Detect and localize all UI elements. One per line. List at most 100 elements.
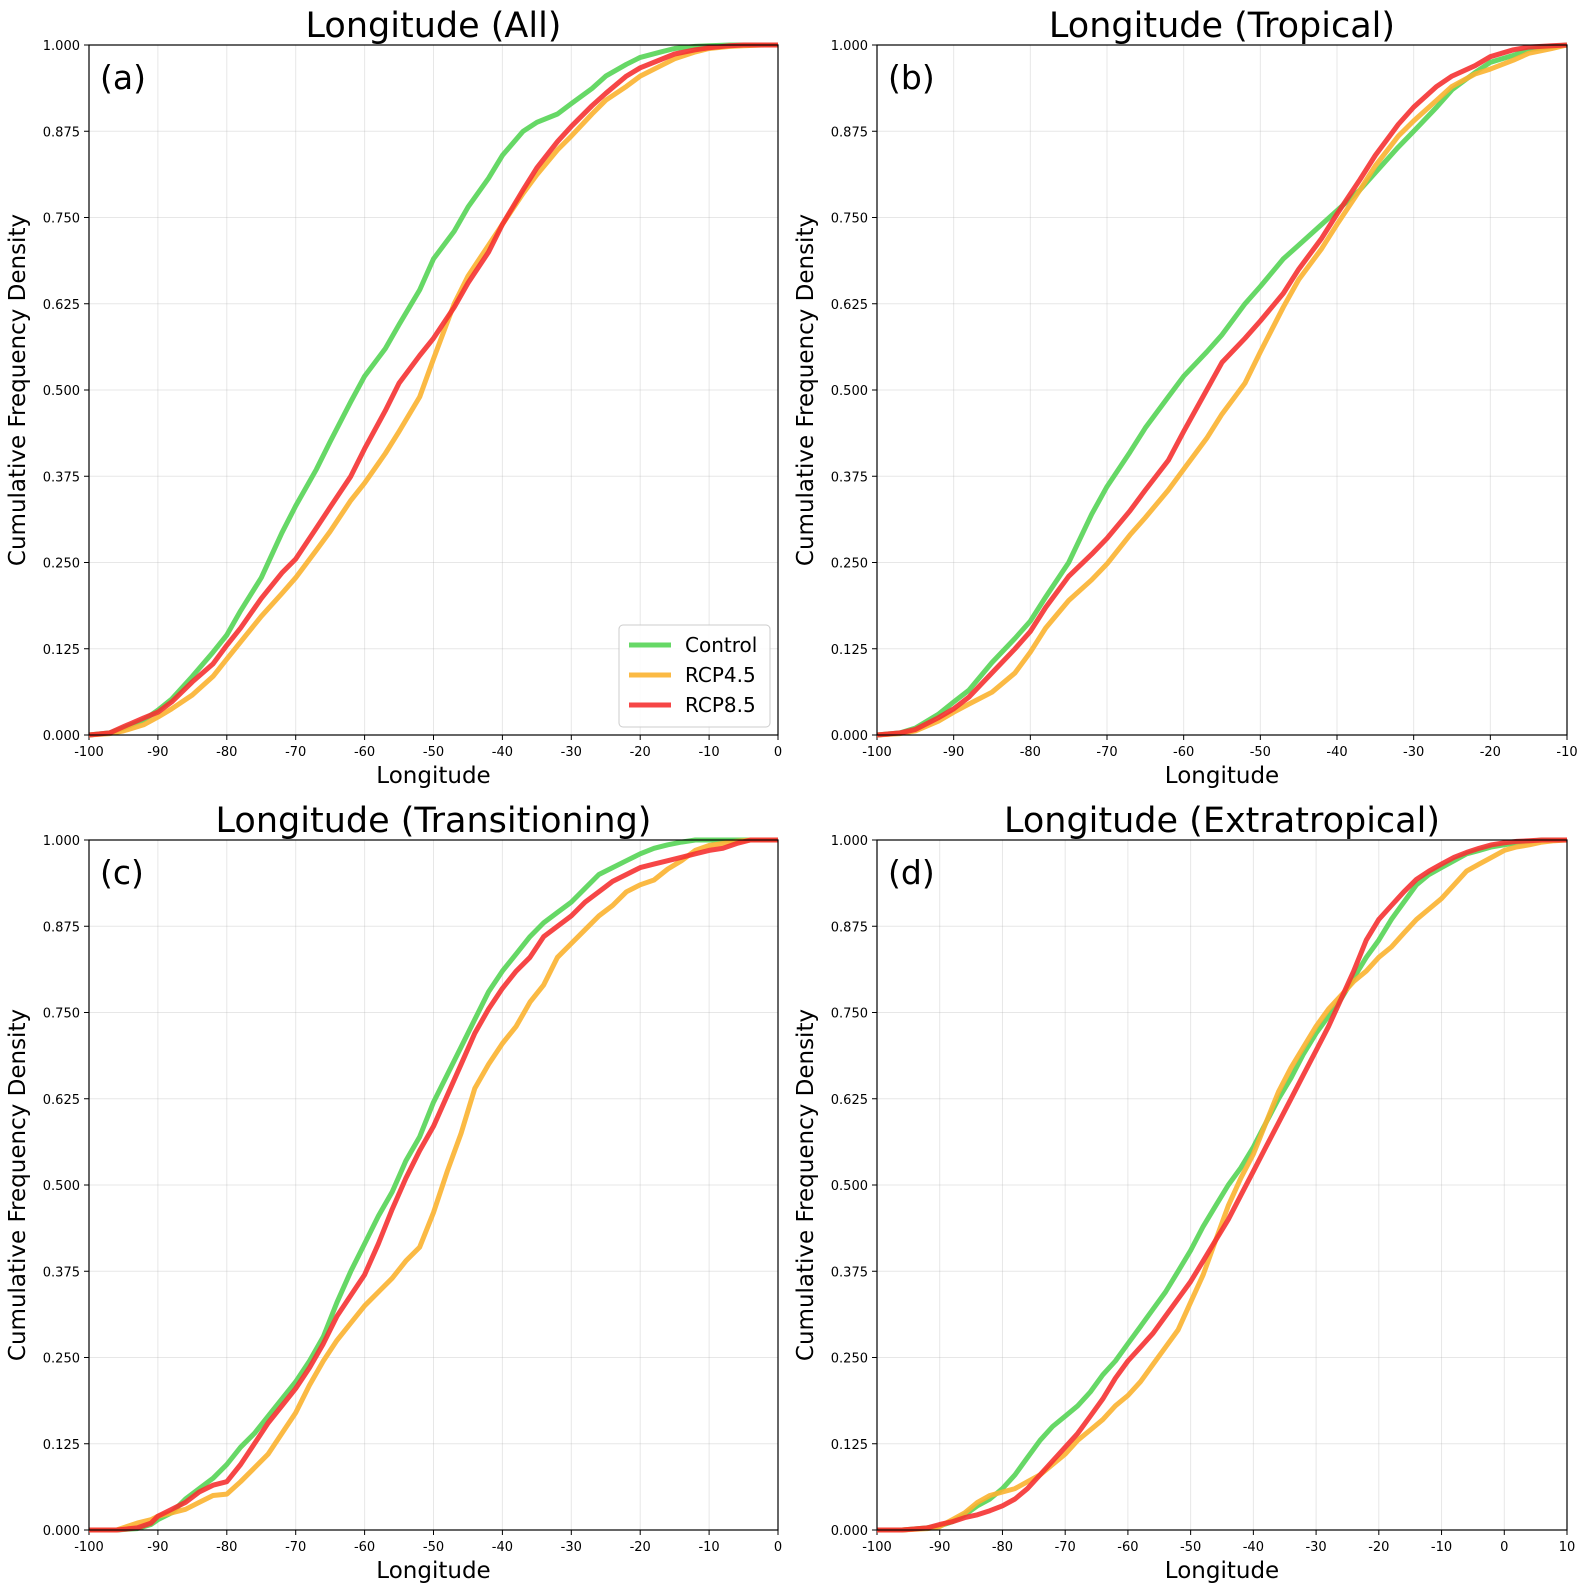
chart-panel-4: -100 -90 -80 -70 -60 -50 -40 -30 -20 -10 0 100.0000…	[793, 801, 1575, 1584]
plot-frame	[876, 839, 1568, 1531]
series-line-control	[877, 837, 1567, 1533]
chart-panel-3: -100 -90 -80 -70 -60 -50 -40 -30 -20 -10 00.0000.1…	[5, 801, 782, 1584]
x-tick-label: -100	[862, 1540, 892, 1555]
y-axis-label: Cumulative Frequency Density	[5, 214, 31, 566]
x-tick-label: -30	[1403, 745, 1424, 760]
y-tick-label: 0.000	[43, 1524, 80, 1539]
x-tick-label: -20	[1480, 745, 1501, 760]
y-axis-label: Cumulative Frequency Density	[5, 1009, 31, 1361]
y-tick-label: 1.000	[831, 39, 868, 54]
x-tick-label: -90	[147, 1540, 168, 1555]
y-axis-label: Cumulative Frequency Density	[793, 1009, 819, 1361]
legend-entry-label: RCP8.5	[685, 693, 756, 717]
series-line-control	[876, 42, 1568, 738]
x-tick-label: -30	[561, 745, 582, 760]
x-tick-label: -20	[1368, 1540, 1389, 1555]
series-line-rcp45	[877, 837, 1568, 1533]
panel-label: (d)	[888, 853, 935, 892]
legend-entry-label: RCP4.5	[685, 663, 756, 687]
legend-box	[618, 624, 771, 728]
y-tick-label: 0.000	[831, 1524, 868, 1539]
series-line-rcp85	[88, 42, 778, 738]
x-axis-label: Longitude	[376, 1558, 490, 1584]
x-tick-label: -70	[1055, 1540, 1076, 1555]
x-tick-label: -90	[943, 745, 964, 760]
legend: Control RCP4.5 RCP8.5	[618, 624, 771, 728]
x-tick-label: -40	[1243, 1540, 1264, 1555]
x-axis-label: Longitude	[376, 763, 490, 789]
y-tick-label: 0.875	[43, 125, 80, 140]
chart-title: Longitude (Transitioning)	[216, 801, 652, 841]
series-line-control	[88, 42, 778, 738]
y-tick-label: 0.875	[831, 920, 868, 935]
plot-frame	[876, 44, 1568, 736]
y-tick-label: 0.125	[43, 643, 80, 658]
x-tick-label: -80	[1020, 745, 1041, 760]
x-tick-label: -100	[74, 1540, 104, 1555]
series-line-rcp45	[88, 42, 778, 738]
series-line-rcp85	[876, 42, 1568, 738]
panel-label: (a)	[100, 58, 146, 97]
x-tick-label: -40	[1326, 745, 1347, 760]
y-tick-label: 0.250	[43, 1352, 80, 1367]
y-tick-label: 0.250	[831, 1352, 868, 1367]
y-tick-label: 1.000	[831, 834, 868, 849]
y-tick-label: 1.000	[43, 834, 80, 849]
y-tick-label: 0.375	[831, 470, 868, 485]
x-tick-label: -30	[1305, 1540, 1326, 1555]
x-axis-label: Longitude	[1165, 763, 1279, 789]
x-tick-label: 0	[774, 745, 782, 760]
series-line-rcp45	[876, 42, 1568, 738]
chart-title: Longitude (Extratropical)	[1004, 801, 1440, 841]
y-tick-label: 0.875	[831, 125, 868, 140]
series-line-rcp85	[89, 837, 778, 1533]
x-tick-label: -100	[74, 745, 104, 760]
x-tick-label: -50	[423, 745, 444, 760]
y-tick-label: 0.750	[43, 212, 80, 227]
x-tick-label: -10	[698, 1540, 719, 1555]
y-tick-label: 0.625	[43, 1093, 80, 1108]
x-tick-label: -70	[1096, 745, 1117, 760]
x-tick-label: -60	[354, 745, 375, 760]
chart-panel-1: -100 -90 -80 -70 -60 -50 -40 -30 -20 -10 00.0000.1…	[5, 6, 782, 789]
x-tick-label: -10	[698, 745, 719, 760]
series-line-rcp45	[89, 837, 778, 1533]
series-line-control	[89, 837, 778, 1533]
x-tick-label: -20	[630, 1540, 651, 1555]
x-tick-label: -40	[492, 1540, 513, 1555]
chart-title: Longitude (All)	[306, 6, 562, 46]
x-tick-label: -30	[561, 1540, 582, 1555]
y-tick-label: 0.000	[831, 729, 868, 744]
x-tick-label: -50	[1250, 745, 1271, 760]
plot-frame	[88, 839, 779, 1531]
y-tick-label: 0.125	[831, 1438, 868, 1453]
y-tick-label: 0.250	[831, 557, 868, 572]
x-tick-label: -90	[147, 745, 168, 760]
x-tick-label: -60	[1173, 745, 1194, 760]
x-tick-label: -20	[630, 745, 651, 760]
x-tick-label: -80	[216, 1540, 237, 1555]
x-tick-label: -100	[862, 745, 892, 760]
x-tick-label: -40	[492, 745, 513, 760]
x-tick-label: -80	[992, 1540, 1013, 1555]
x-tick-label: -60	[354, 1540, 375, 1555]
legend-entry-label: Control	[685, 633, 757, 657]
y-tick-label: 0.250	[43, 557, 80, 572]
y-tick-label: 1.000	[43, 39, 80, 54]
y-tick-label: 0.625	[43, 298, 80, 313]
y-tick-label: 0.125	[43, 1438, 80, 1453]
x-tick-label: -60	[1117, 1540, 1138, 1555]
x-tick-label: -80	[216, 745, 237, 760]
x-axis-label: Longitude	[1165, 1558, 1279, 1584]
y-tick-label: 0.000	[43, 729, 80, 744]
series-line-rcp85	[877, 837, 1567, 1533]
y-tick-label: 0.500	[43, 1179, 80, 1194]
x-tick-label: -50	[1180, 1540, 1201, 1555]
y-tick-label: 0.500	[43, 384, 80, 399]
y-tick-label: 0.375	[831, 1265, 868, 1280]
panel-label: (b)	[888, 58, 935, 97]
y-tick-label: 0.375	[43, 470, 80, 485]
x-tick-label: -70	[285, 745, 306, 760]
x-tick-label: 10	[1559, 1540, 1576, 1555]
